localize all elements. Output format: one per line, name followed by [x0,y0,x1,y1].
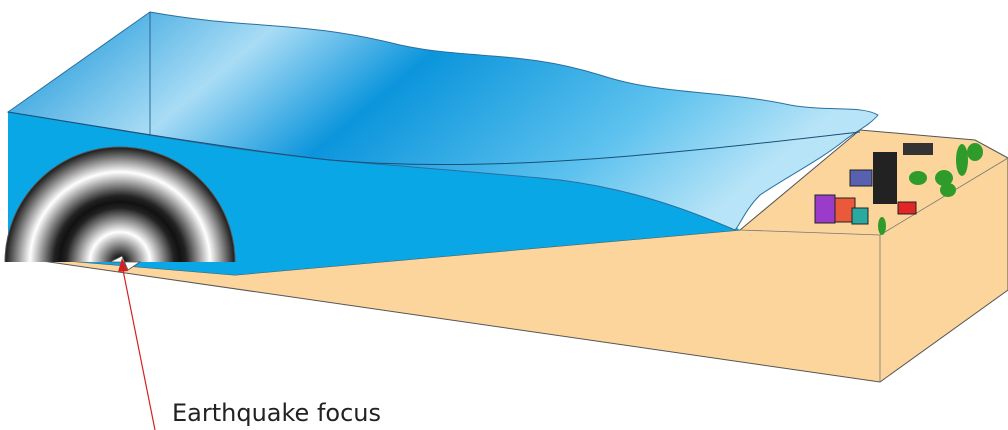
water-surface [6,11,879,231]
ring-outline [4,146,236,263]
fault [109,255,142,271]
pointer-head [118,258,128,272]
sea-floor [7,129,1008,383]
seismic-waves [5,147,235,262]
focus-label: Earthquake focus [172,399,381,427]
town [814,143,983,235]
pointer-line [122,269,156,430]
block-edge [739,229,881,236]
sea-level-line [7,111,861,166]
